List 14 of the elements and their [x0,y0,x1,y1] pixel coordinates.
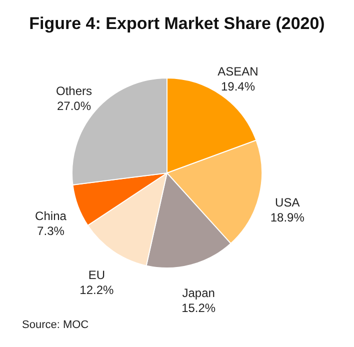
data-label: 27.0% [56,98,92,113]
data-label: 7.3% [37,224,65,238]
slice-label: Japan [182,286,215,300]
data-label: 19.4% [220,79,256,94]
slice-label: EU [88,268,105,282]
slice-label: Others [56,84,92,98]
slice-label: China [35,209,67,224]
data-label: 15.2% [182,300,216,315]
slice-label: ASEAN [218,64,258,78]
data-label: 18.9% [270,210,305,225]
source-note: Source: MOC [22,319,89,331]
slice-label: USA [275,196,300,210]
data-label: 12.2% [80,283,114,298]
chart-title: Figure 4: Export Market Share (2020) [29,14,325,33]
